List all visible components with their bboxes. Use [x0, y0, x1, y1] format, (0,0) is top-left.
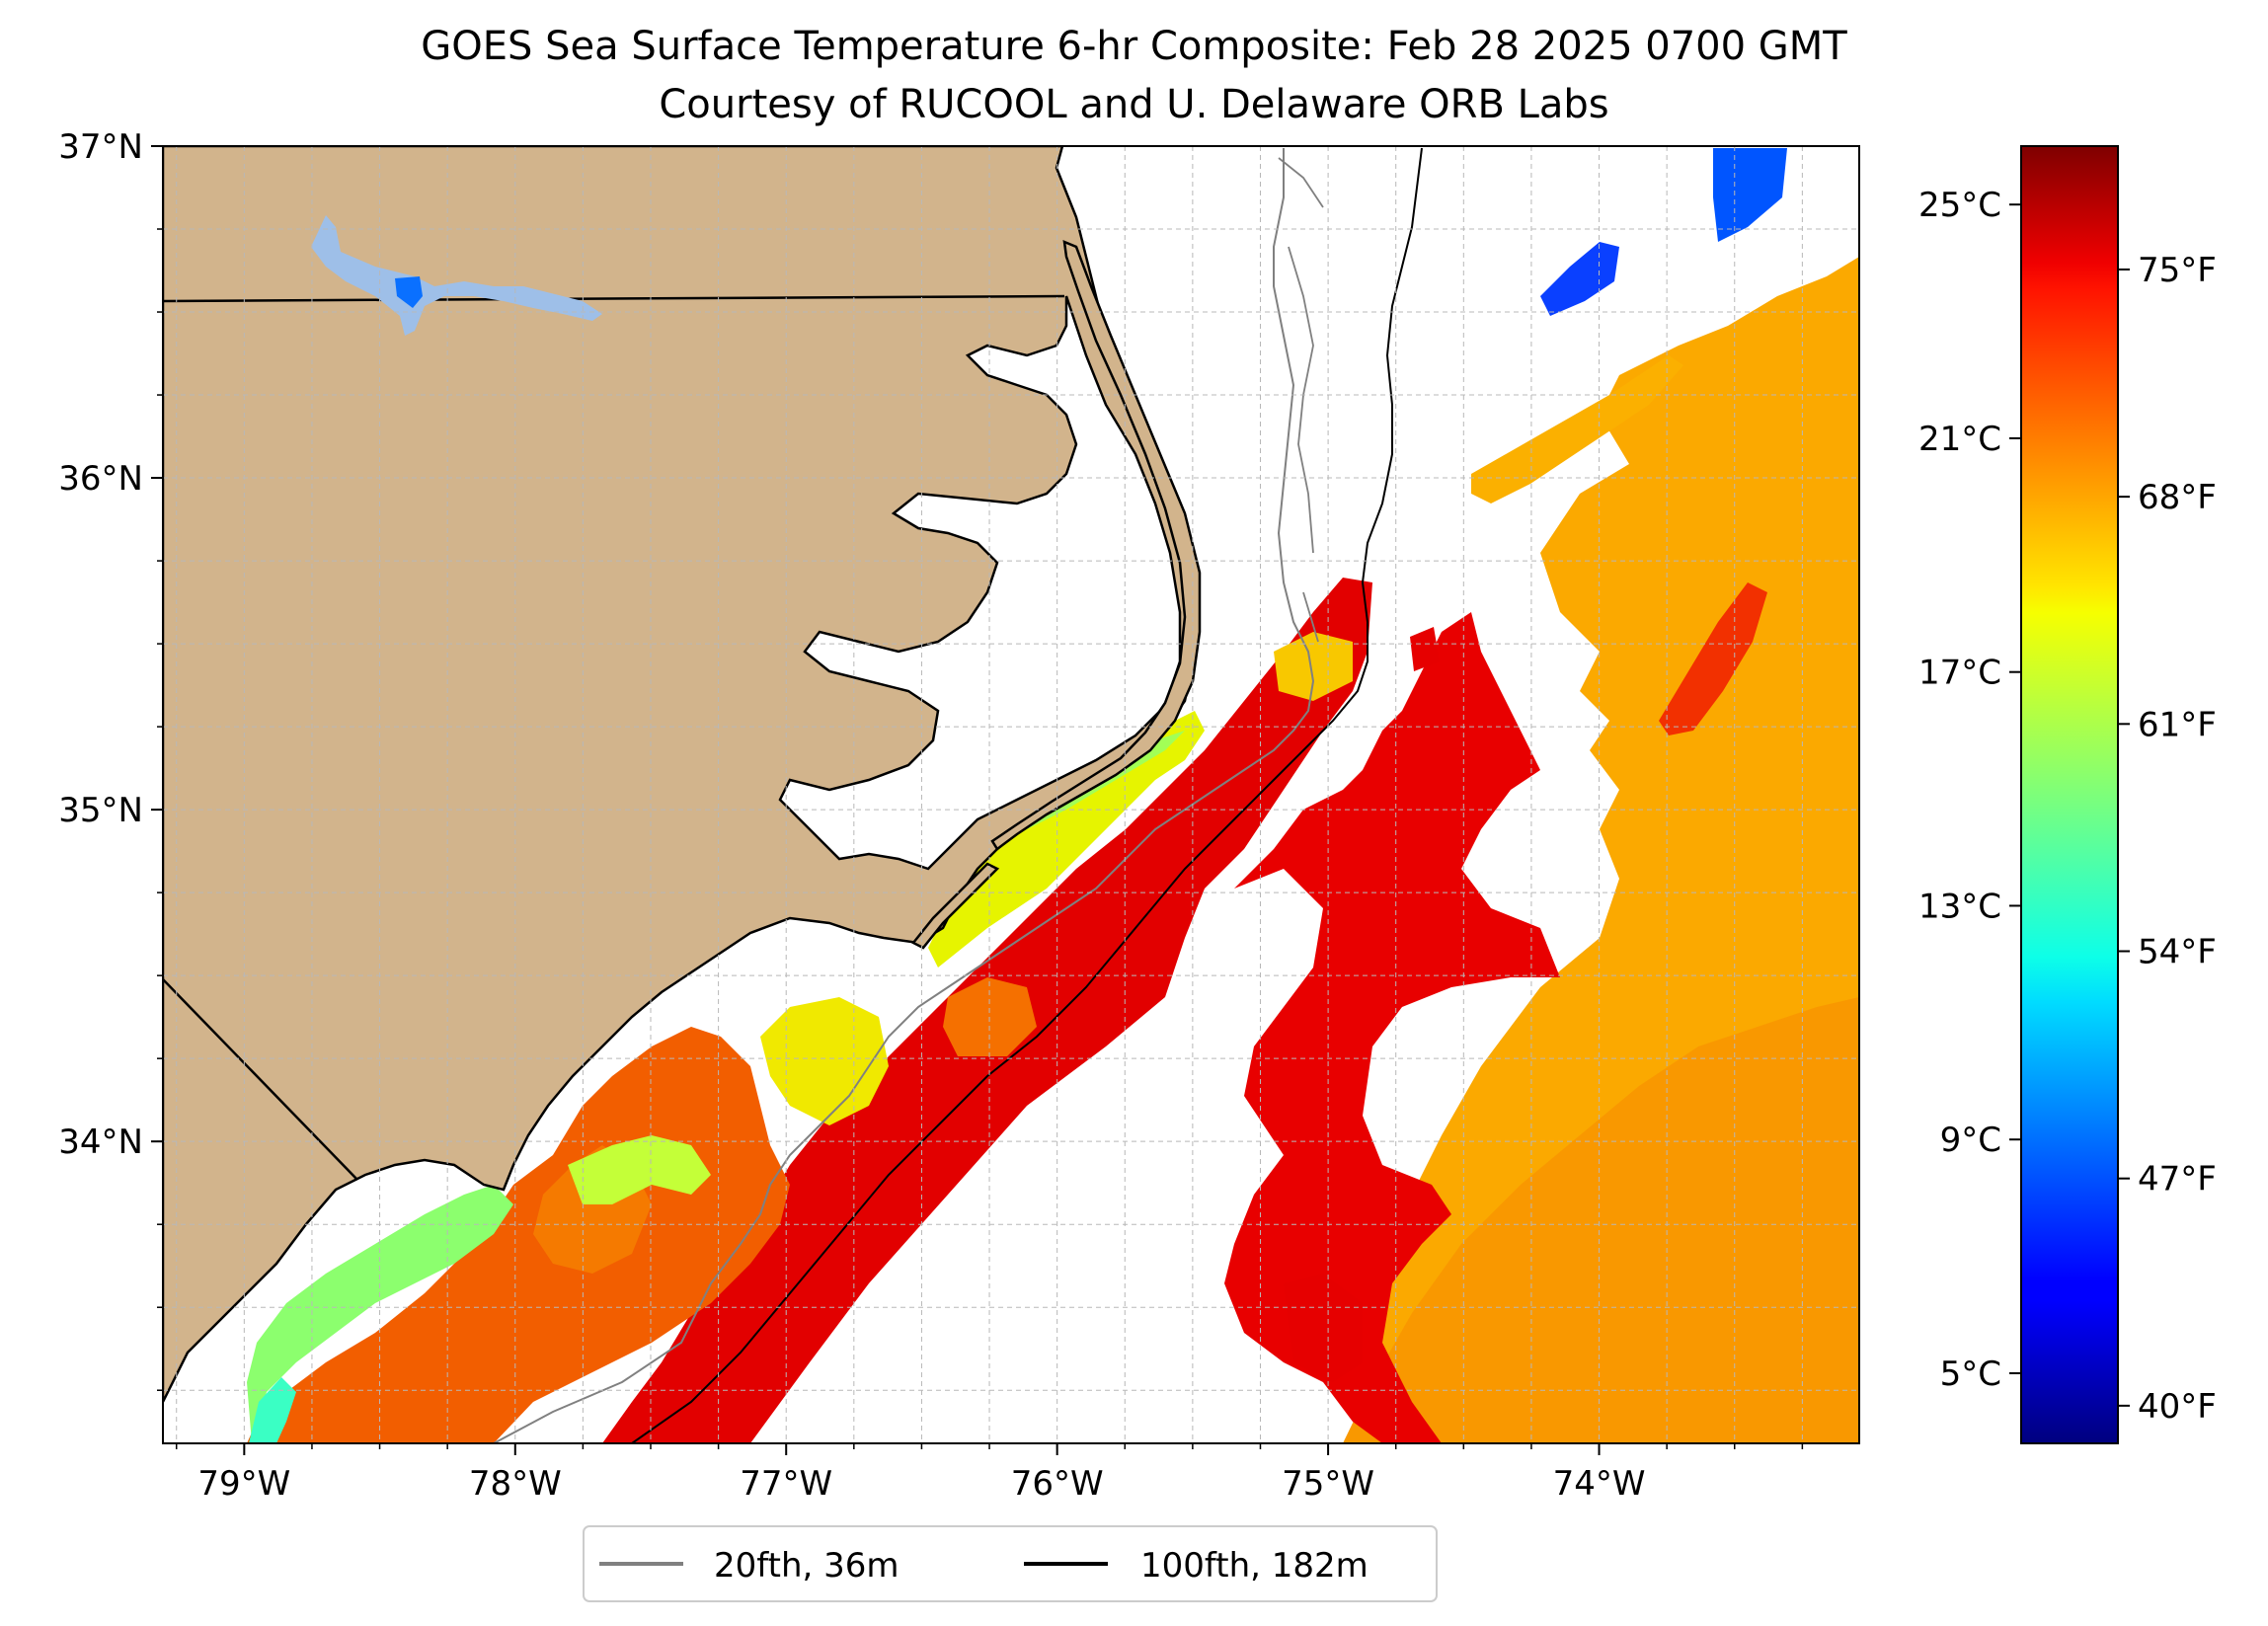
colorbar-fahrenheit-label: 47°F	[2138, 1160, 2217, 1200]
legend-frame	[583, 1525, 1438, 1602]
colorbar-celsius-label: 9°C	[1940, 1121, 2001, 1160]
sst-patch-red-branch-1	[1224, 612, 1560, 1443]
sst-patch-red-dot	[1410, 627, 1440, 671]
map-gridlines	[163, 146, 1859, 1443]
colorbar-celsius-label: 21°C	[1918, 420, 2001, 459]
isobath-100fth	[631, 147, 1423, 1443]
water-albemarle-pamlico-sound	[778, 295, 1182, 871]
lon-tick-label: 75°W	[1282, 1464, 1374, 1504]
colorbar-celsius-label: 13°C	[1918, 887, 2001, 926]
sst-patch-nearshore-yellowgreen	[568, 1135, 711, 1204]
colorbar-fahrenheit-label: 61°F	[2138, 705, 2217, 744]
border-nc-va	[163, 294, 1065, 303]
colorbar-celsius-label: 25°C	[1918, 186, 2001, 225]
colorbar-fahrenheit-label: 75°F	[2138, 251, 2217, 290]
lat-tick-label: 37°N	[58, 127, 143, 167]
sst-patch-raleigh-bay-yellow	[928, 711, 1205, 968]
sst-patch-north-orange	[1471, 355, 1683, 503]
sst-patch-blue-1	[1540, 242, 1619, 316]
legend-label-100fth: 100fth, 182m	[1140, 1546, 1369, 1586]
chart-title: GOES Sea Surface Temperature 6-hr Compos…	[421, 24, 1847, 69]
chart-subtitle: Courtesy of RUCOOL and U. Delaware ORB L…	[659, 82, 1609, 127]
colorbar-celsius-label: 17°C	[1918, 654, 2001, 693]
legend: 20fth, 36m 100fth, 182m	[583, 1525, 1438, 1602]
lon-tick-label: 79°W	[197, 1464, 290, 1504]
colorbar-fahrenheit-axis: 75°F 68°F 61°F 54°F 47°F 40°F	[2118, 251, 2217, 1427]
lake-blue-highlight	[395, 276, 423, 308]
sst-patch-blue-2	[1713, 148, 1787, 242]
lon-tick-label: 77°W	[740, 1464, 832, 1504]
lat-tick-label: 34°N	[58, 1123, 143, 1162]
colorbar-celsius-label: 5°C	[1940, 1355, 2001, 1394]
lat-tick-label: 35°N	[58, 791, 143, 830]
sst-patch-nearshore-yellow	[760, 997, 889, 1125]
sst-patch-nearshore-green	[247, 1185, 513, 1443]
sst-patch-nearshore-orange	[247, 1027, 790, 1443]
sst-patch-hatteras-yellow	[1274, 632, 1353, 701]
isobath-20fth	[493, 148, 1315, 1443]
colorbar-fahrenheit-label: 40°F	[2138, 1387, 2217, 1427]
colorbar-fahrenheit-label: 68°F	[2138, 478, 2217, 517]
map-area	[163, 146, 1859, 1443]
land-outer-banks	[990, 240, 1202, 851]
lake-kerr	[311, 215, 602, 336]
sst-patch-nearshore-cyan	[249, 1377, 296, 1443]
land-cape-lookout	[911, 862, 1000, 950]
sst-patch-red-streak	[1659, 582, 1767, 736]
border-nc-sc	[163, 978, 358, 1181]
lat-tick-label: 36°N	[58, 459, 143, 499]
lon-tick-label: 76°W	[1011, 1464, 1104, 1504]
lon-tick-label: 74°W	[1553, 1464, 1646, 1504]
colorbar-fahrenheit-label: 54°F	[2138, 932, 2217, 971]
isobath-20fth-shoals	[1278, 157, 1324, 643]
colorbar-celsius-axis: 25°C 21°C 17°C 13°C 9°C 5°C	[1918, 186, 2021, 1394]
sst-patch-offshore-orange-2	[1343, 997, 1859, 1443]
map-frame	[162, 145, 1860, 1444]
sst-data-layer	[247, 148, 1859, 1443]
longitude-axis: 79°W 78°W 77°W 76°W 75°W 74°W	[175, 1443, 1804, 1504]
sst-patch-red-small	[1284, 1274, 1363, 1382]
latitude-axis: 37°N 36°N 35°N 34°N	[58, 127, 163, 1391]
legend-label-20fth: 20fth, 36m	[714, 1546, 899, 1586]
colorbar	[2020, 145, 2119, 1444]
lon-tick-label: 78°W	[469, 1464, 562, 1504]
